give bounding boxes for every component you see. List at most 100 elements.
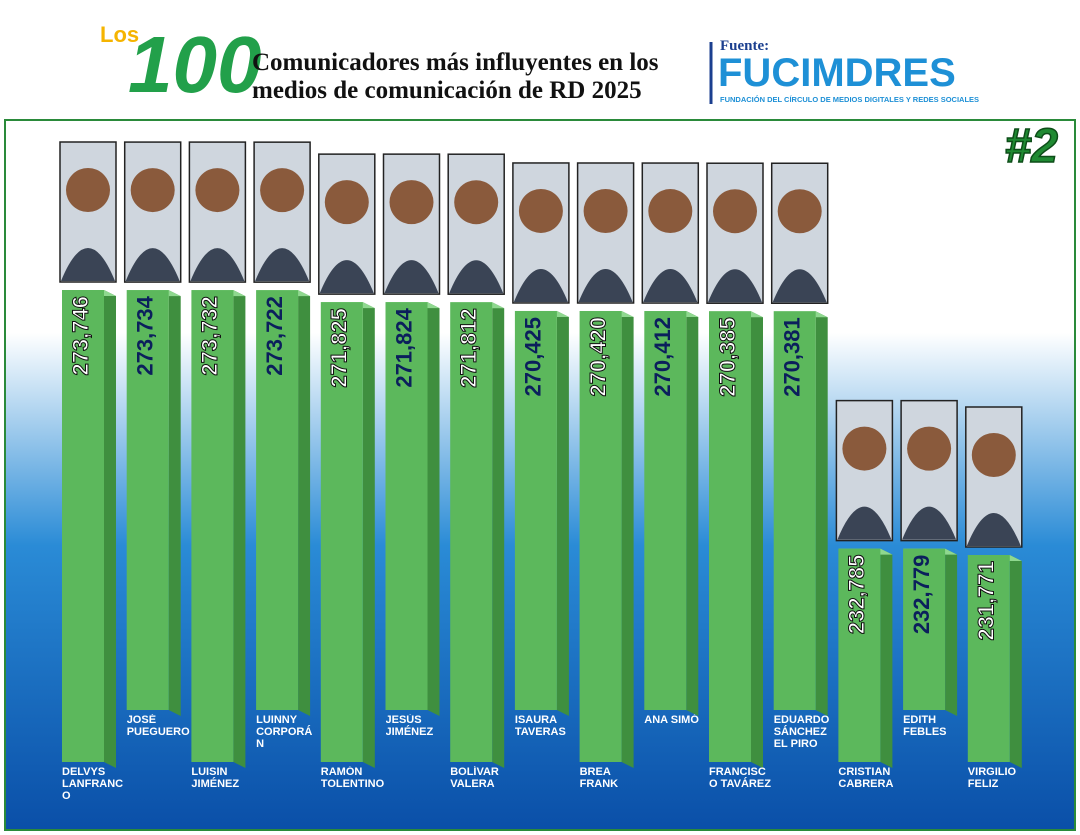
value-label: 273,734 [133,295,158,375]
value-label: 273,722 [262,296,287,376]
category-label: FRANCISCO TAVÁREZ [709,766,771,790]
bar-side [945,548,958,716]
badge: #2 [1005,120,1059,173]
photo [59,141,117,283]
logo-los: Los [100,22,139,47]
bar-side [168,290,181,716]
bar-side [751,311,763,768]
photo-body [708,269,762,303]
bar [579,310,622,762]
bar [773,311,816,710]
logo-100: 100 [128,20,261,109]
photo-body [772,269,827,303]
photo-body [190,248,245,282]
category-label: ISAURA TAVERAS [514,714,566,738]
photo-body [125,248,180,282]
value-label: 271,824 [391,307,416,387]
value-label: 270,385 [715,317,740,397]
bar [62,290,104,762]
value-label: 270,412 [650,317,675,397]
photo-body [902,506,957,540]
photo-head [907,426,952,471]
photo-head [389,180,434,225]
category-label-box: EDITH FEBLES [903,714,947,738]
bar-side [556,310,569,716]
category-label: CRISTIAN CABRERA [838,766,894,790]
title-line: medios de comunicación de RD 2025 [252,77,642,104]
photo [706,162,764,304]
bar [644,311,687,710]
value-label: 271,825 [327,308,352,388]
category-label: VIRGILIO FELIZ [967,766,1017,790]
photo [835,399,894,542]
photo-head [66,168,110,212]
value-label: 273,732 [197,296,222,376]
title-line: Comunicadores más influyentes en los [252,49,659,76]
category-label-box: RAMÓN TOLENTINO [321,766,384,790]
category-label: DELVYS LANFRANCO [62,766,124,802]
photo [770,162,829,304]
bar-side [686,311,699,716]
photo [253,141,311,283]
category-label-box: JOSÉ PUEGUERO [126,714,190,738]
category-label-box: DELVYS LANFRANCO [62,766,124,802]
photo-head [648,189,693,234]
value-label: 273,746 [68,296,93,376]
photo-head [195,168,240,213]
bar-side [492,302,505,768]
bar [903,548,946,710]
bar-side [104,290,116,768]
category-label: EDITH FEBLES [903,714,947,738]
category-label-box: ANA SIMÓ [644,714,699,726]
category-label: JOSÉ PUEGUERO [126,714,190,738]
photo-body [384,260,439,294]
photo-body [61,248,115,281]
source-label: Fuente: [720,38,769,54]
photo-head [971,433,1016,477]
bar [256,290,299,710]
photo-head [777,189,822,234]
photo-head [324,180,369,225]
category-label: EDUARDO SÁNCHEZ EL PIRO [773,714,830,750]
bar [709,311,751,762]
photo [188,141,247,283]
bar-side [362,302,375,768]
value-label: 232,779 [909,555,934,635]
category-label: JESÚS JIMÉNEZ [385,714,434,738]
photo-body [449,260,504,294]
bar [514,310,557,710]
bar [385,302,428,710]
value-label: 270,425 [521,317,546,397]
category-label: ANA SIMÓ [644,714,699,726]
category-label-box: BOLÍVAR VALERA [450,766,499,790]
photo-head [518,188,563,233]
photo [965,406,1023,548]
bar [450,302,493,762]
photo-body [643,269,698,303]
category-label-box: JESÚS JIMÉNEZ [385,714,434,738]
photo-head [130,168,175,213]
photo-head [842,426,887,471]
photo-body [319,260,374,294]
value-label: 270,420 [585,317,610,397]
bar-side [815,311,828,716]
photo-body [966,513,1021,546]
category-label-box: BREA FRANK [579,766,619,790]
bar [967,555,1010,762]
source-name: FUCIMDRES [718,51,956,95]
photo [641,162,700,304]
bar-side [880,548,893,768]
photo [447,153,505,295]
category-label-box: VIRGILIO FELIZ [967,766,1017,790]
photo [382,153,441,295]
photo-head [260,168,305,213]
category-label-box: EDUARDO SÁNCHEZ EL PIRO [773,714,830,750]
category-label: LUISIN JIMÉNEZ [191,766,240,790]
photo [576,162,635,304]
photo [123,141,182,283]
category-label: BREA FRANK [579,766,619,790]
photo-body [578,268,633,302]
photo [900,399,958,542]
bar [191,290,234,762]
